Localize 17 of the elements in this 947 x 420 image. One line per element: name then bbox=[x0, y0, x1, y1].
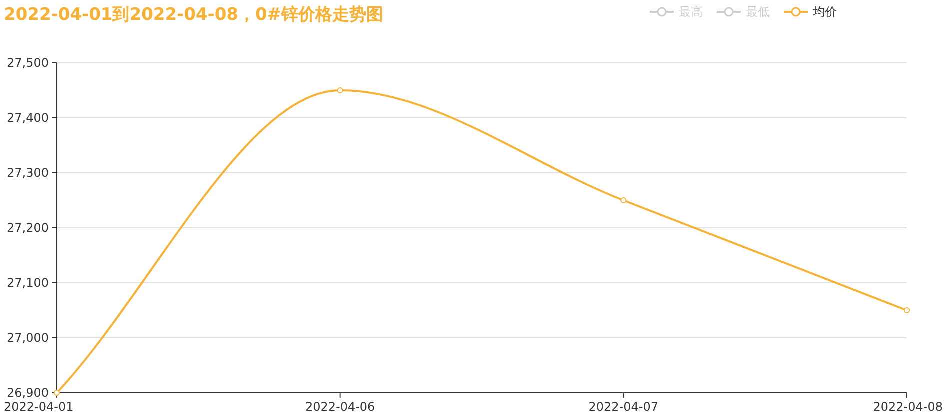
point bbox=[337, 88, 344, 94]
y-tick-label: 26,900 bbox=[7, 386, 49, 400]
y-tick-label: 27,200 bbox=[7, 221, 49, 235]
x-tick-label: 2022-04-01 bbox=[4, 400, 74, 414]
x-tick-label: 2022-04-07 bbox=[588, 400, 659, 414]
y-tick-label: 27,100 bbox=[7, 276, 49, 290]
point bbox=[54, 390, 60, 396]
y-tick-label: 27,400 bbox=[7, 111, 49, 125]
x-tick-label: 2022-04-06 bbox=[305, 400, 376, 414]
x-tick-label: 2022-04-08 bbox=[873, 400, 943, 414]
y-tick-label: 27,300 bbox=[7, 166, 49, 180]
title: 2022-04-01到2022-04-08，0#锌价格走势图 bbox=[4, 5, 384, 25]
legend-label: 均价 bbox=[812, 5, 837, 19]
y-tick-label: 27,500 bbox=[7, 56, 49, 70]
y-tick-label: 27,000 bbox=[7, 331, 49, 345]
point bbox=[904, 308, 910, 314]
point bbox=[620, 198, 627, 204]
